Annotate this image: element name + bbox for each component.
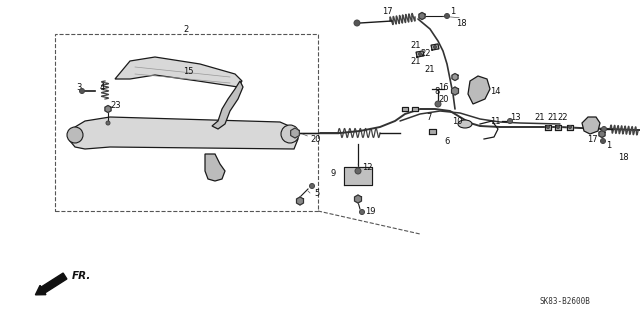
Circle shape <box>508 118 513 123</box>
Text: 18: 18 <box>456 19 467 28</box>
Circle shape <box>354 20 360 26</box>
Circle shape <box>602 127 607 131</box>
Polygon shape <box>452 73 458 80</box>
Polygon shape <box>452 87 458 95</box>
Circle shape <box>557 125 559 129</box>
Ellipse shape <box>458 120 472 128</box>
Polygon shape <box>468 76 490 104</box>
Text: 18: 18 <box>618 152 628 161</box>
Polygon shape <box>402 107 408 111</box>
Text: 12: 12 <box>362 162 372 172</box>
Circle shape <box>433 46 436 48</box>
Circle shape <box>568 125 572 129</box>
Text: FR.: FR. <box>72 271 92 281</box>
Text: 21: 21 <box>424 64 435 73</box>
Text: 15: 15 <box>183 66 193 76</box>
Text: 4: 4 <box>100 83 105 92</box>
Polygon shape <box>105 106 111 113</box>
Text: SK83-B2600B: SK83-B2600B <box>540 296 591 306</box>
Text: 3: 3 <box>77 83 82 92</box>
Polygon shape <box>115 57 242 87</box>
Text: 1: 1 <box>606 140 611 150</box>
Circle shape <box>445 13 449 19</box>
Text: 1: 1 <box>450 8 455 17</box>
Circle shape <box>360 210 365 214</box>
Text: 22: 22 <box>557 113 568 122</box>
Text: 20: 20 <box>310 135 321 144</box>
Polygon shape <box>70 117 298 149</box>
Polygon shape <box>431 44 439 50</box>
Text: 7: 7 <box>427 113 432 122</box>
Text: 17: 17 <box>588 135 598 144</box>
Text: 10: 10 <box>452 116 463 125</box>
Polygon shape <box>412 107 418 111</box>
Polygon shape <box>212 81 243 129</box>
Text: 14: 14 <box>490 86 500 95</box>
Polygon shape <box>429 129 435 133</box>
FancyArrow shape <box>35 273 67 295</box>
Polygon shape <box>599 130 605 137</box>
Circle shape <box>355 168 361 174</box>
Polygon shape <box>582 117 600 134</box>
Polygon shape <box>419 12 425 19</box>
Text: 5: 5 <box>314 189 319 197</box>
Text: 21: 21 <box>547 113 558 122</box>
Circle shape <box>419 53 422 56</box>
Text: 19: 19 <box>365 206 376 216</box>
Text: 17: 17 <box>382 8 393 17</box>
Polygon shape <box>291 128 300 138</box>
Text: 9: 9 <box>331 168 336 177</box>
Text: 13: 13 <box>510 113 520 122</box>
Circle shape <box>281 125 299 143</box>
Text: 11: 11 <box>490 116 500 125</box>
Circle shape <box>435 101 441 107</box>
Text: 21: 21 <box>534 113 545 122</box>
Polygon shape <box>567 124 573 130</box>
Text: 6: 6 <box>444 137 449 145</box>
Circle shape <box>600 138 605 144</box>
Polygon shape <box>545 124 551 130</box>
Text: 21: 21 <box>410 56 421 65</box>
Polygon shape <box>344 167 372 185</box>
Polygon shape <box>296 197 303 205</box>
Text: 23: 23 <box>110 101 120 110</box>
Polygon shape <box>355 195 362 203</box>
Circle shape <box>310 183 314 189</box>
Text: 20: 20 <box>438 94 449 103</box>
Polygon shape <box>205 154 225 181</box>
Text: 22: 22 <box>420 48 431 57</box>
Circle shape <box>79 88 84 93</box>
Polygon shape <box>555 124 561 130</box>
Text: 8: 8 <box>435 86 440 95</box>
Circle shape <box>67 127 83 143</box>
Circle shape <box>547 125 550 129</box>
Text: 16: 16 <box>438 83 449 92</box>
Circle shape <box>106 121 110 125</box>
Text: 2: 2 <box>184 25 189 33</box>
Text: 21: 21 <box>410 41 421 49</box>
Polygon shape <box>416 51 424 57</box>
